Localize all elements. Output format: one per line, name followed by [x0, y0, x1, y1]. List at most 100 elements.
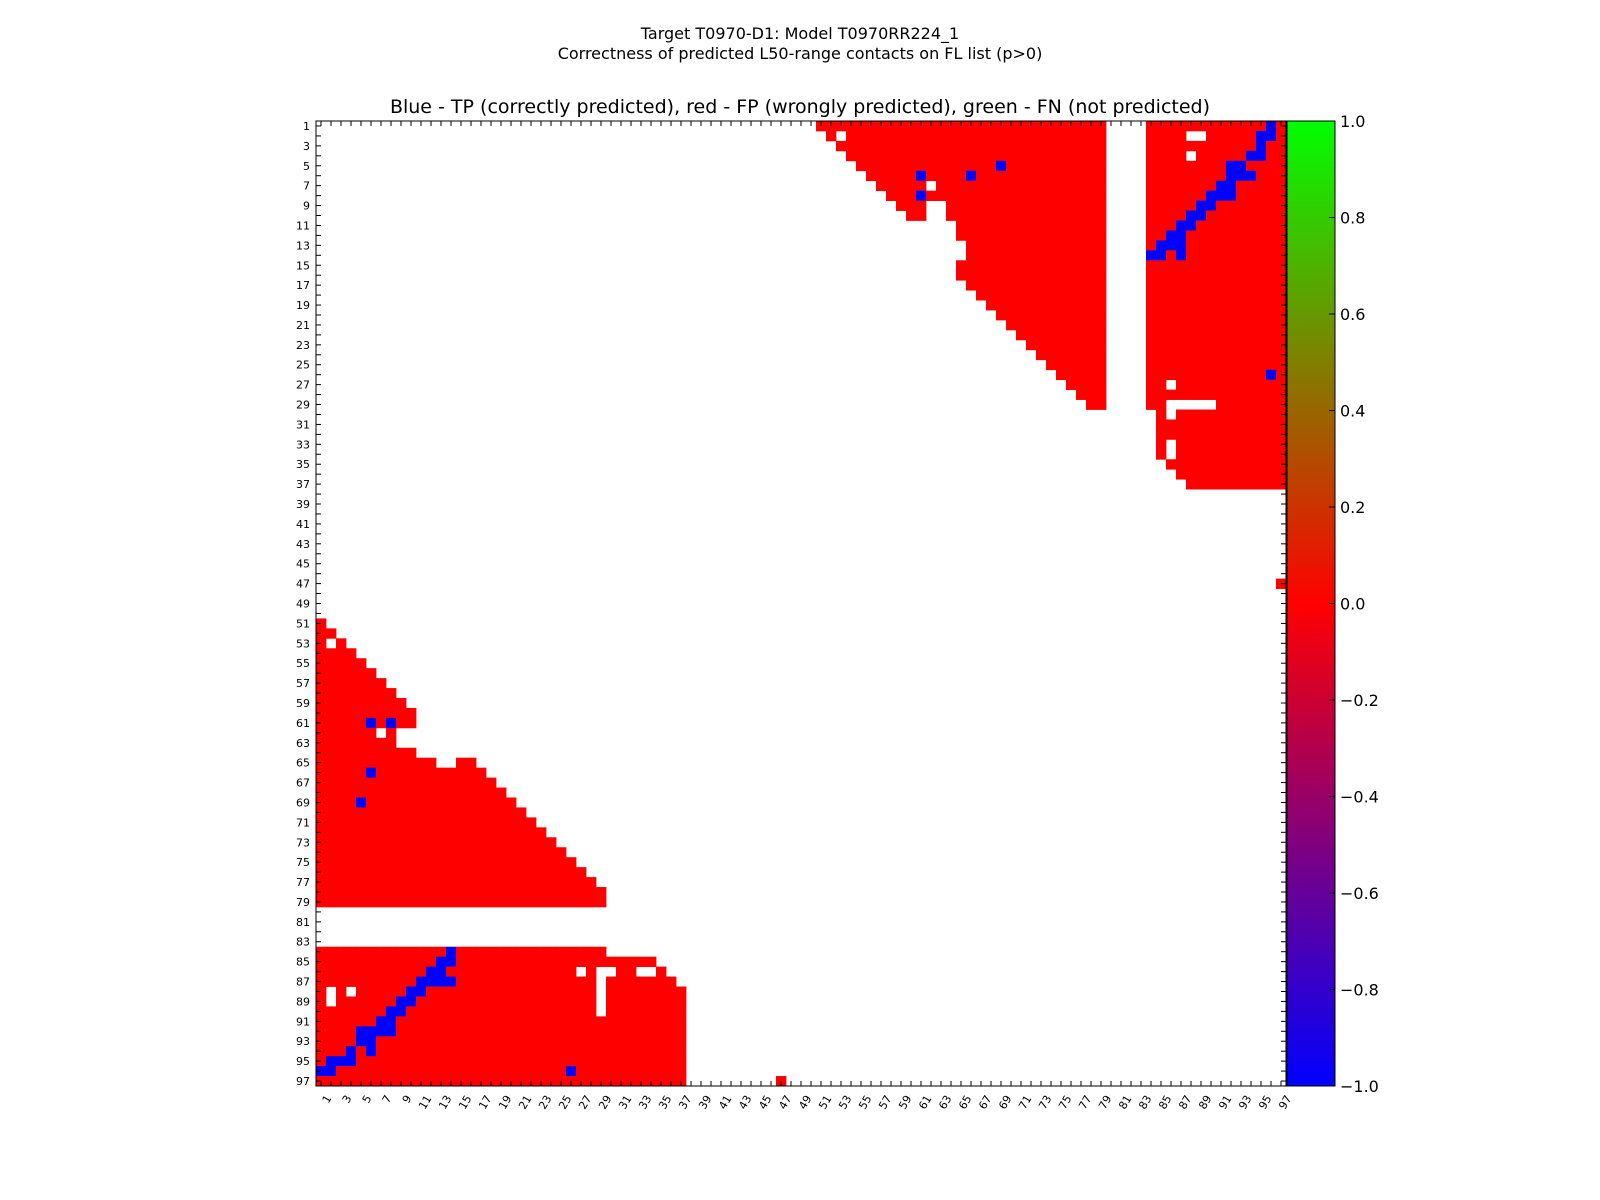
fp-cell: [506, 896, 517, 908]
fp-cell: [396, 1046, 407, 1057]
fp-cell: [1206, 349, 1217, 361]
fp-cell: [1186, 180, 1197, 192]
fp-cell: [516, 1016, 527, 1027]
fp-cell: [946, 170, 957, 182]
fp-cell: [1266, 250, 1277, 261]
fp-cell: [1046, 359, 1057, 371]
fp-cell: [636, 1046, 647, 1057]
fp-cell: [346, 956, 357, 968]
fp-cell: [486, 827, 497, 838]
fp-cell: [1156, 280, 1167, 291]
fp-cell: [516, 817, 527, 828]
fp-cell: [1006, 270, 1017, 281]
fp-cell: [566, 896, 577, 908]
fp-cell: [1096, 220, 1107, 231]
fp-cell: [926, 160, 937, 172]
fp-cell: [636, 956, 647, 968]
fp-cell: [656, 1006, 667, 1017]
fp-cell: [376, 956, 387, 968]
fp-cell: [966, 121, 977, 132]
fp-cell: [1026, 260, 1037, 271]
fp-cell: [826, 130, 837, 142]
fp-cell: [1256, 121, 1267, 132]
fp-cell: [456, 877, 467, 888]
fp-cell: [626, 956, 637, 968]
fp-cell: [1196, 290, 1207, 301]
fp-cell: [616, 986, 627, 997]
fp-cell: [1206, 379, 1217, 391]
fp-cell: [366, 817, 377, 828]
fp-cell: [416, 777, 427, 788]
fp-cell: [536, 847, 547, 858]
fp-cell: [416, 767, 427, 778]
fp-cell: [1066, 270, 1077, 281]
fp-cell: [1096, 280, 1107, 291]
fp-cell: [316, 857, 327, 868]
fp-cell: [386, 877, 397, 888]
fp-cell: [416, 867, 427, 878]
fp-cell: [1156, 319, 1167, 331]
fp-cell: [986, 190, 997, 201]
fp-cell: [916, 121, 927, 132]
fp-cell: [1216, 121, 1227, 132]
fp-cell: [316, 976, 327, 987]
y-tick-label: 11: [296, 219, 310, 232]
tp-cell: [1256, 130, 1267, 142]
fp-cell: [1266, 280, 1277, 291]
fp-cell: [396, 896, 407, 908]
fp-cell: [1036, 300, 1047, 311]
fp-cell: [366, 827, 377, 838]
fp-cell: [1056, 130, 1067, 142]
fp-cell: [506, 877, 517, 888]
fp-cell: [546, 837, 557, 848]
fp-cell: [646, 1036, 657, 1047]
fp-cell: [456, 827, 467, 838]
fp-cell: [1056, 150, 1067, 162]
fp-cell: [636, 1026, 647, 1037]
fp-cell: [1086, 319, 1097, 331]
fp-cell: [1176, 429, 1187, 440]
fp-cell: [576, 1026, 587, 1037]
fp-cell: [316, 777, 327, 788]
fp-cell: [476, 817, 487, 828]
fp-cell: [386, 797, 397, 808]
fp-cell: [1266, 399, 1277, 410]
fp-cell: [326, 847, 337, 858]
fp-cell: [1186, 329, 1197, 341]
fp-cell: [1226, 329, 1237, 341]
fp-cell: [1236, 369, 1247, 381]
fp-cell: [1076, 329, 1087, 341]
fp-cell: [986, 280, 997, 291]
fp-cell: [446, 896, 457, 908]
fp-cell: [546, 847, 557, 858]
fp-cell: [1056, 121, 1067, 132]
fp-cell: [436, 857, 447, 868]
fp-cell: [1036, 339, 1047, 351]
fp-cell: [1166, 121, 1177, 132]
fp-cell: [976, 190, 987, 201]
fp-cell: [1006, 130, 1017, 142]
fp-cell: [676, 1036, 687, 1047]
fp-cell: [1196, 449, 1207, 460]
fp-cell: [1226, 210, 1237, 221]
y-tick-label: 61: [296, 717, 310, 730]
fp-cell: [1076, 200, 1087, 211]
fp-cell: [1146, 150, 1157, 162]
fp-cell: [406, 797, 417, 808]
fp-cell: [1146, 130, 1157, 142]
fp-cell: [1156, 170, 1167, 182]
fp-cell: [1076, 270, 1087, 281]
y-tick-label: 15: [296, 259, 310, 272]
tp-cell: [1266, 369, 1277, 381]
fp-cell: [406, 946, 417, 958]
fp-cell: [1066, 319, 1077, 331]
fp-cell: [396, 887, 407, 898]
fp-cell: [1146, 230, 1157, 241]
y-tick-label: 79: [296, 896, 310, 909]
fp-cell: [1226, 121, 1237, 132]
fp-cell: [326, 817, 337, 828]
fp-cell: [436, 847, 447, 858]
fp-cell: [556, 1036, 567, 1047]
fp-cell: [1256, 170, 1267, 182]
fp-cell: [426, 807, 437, 818]
